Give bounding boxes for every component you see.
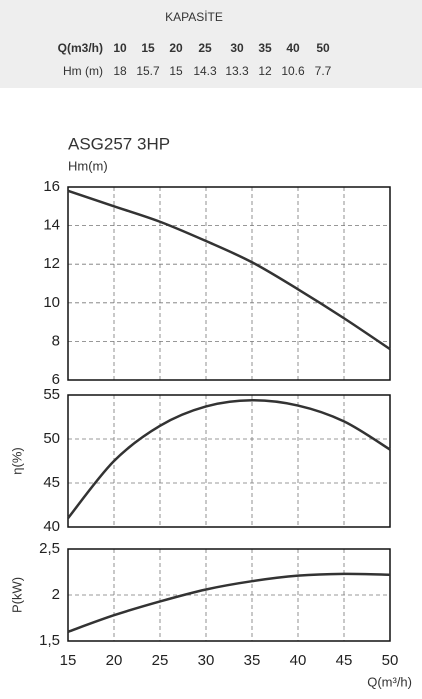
table-cell: 20 bbox=[169, 41, 183, 55]
y-tick-label: 8 bbox=[52, 332, 60, 349]
x-tick-label: 15 bbox=[60, 652, 77, 669]
plot-frame bbox=[67, 186, 391, 381]
y-axis-label: η(%) bbox=[9, 447, 24, 474]
plot-frame bbox=[67, 548, 391, 642]
y-tick-label: 10 bbox=[43, 294, 60, 311]
table-cell: 14.3 bbox=[193, 64, 217, 78]
y-tick-label: 55 bbox=[43, 386, 60, 403]
chart-title: ASG257 3HP bbox=[68, 134, 170, 153]
y-tick-label: 14 bbox=[43, 217, 60, 234]
y-axis-label: Hm(m) bbox=[68, 158, 108, 173]
table-cell: 12 bbox=[258, 64, 272, 78]
table-cell: 50 bbox=[316, 41, 330, 55]
x-tick-label: 25 bbox=[152, 652, 169, 669]
y-tick-label: 12 bbox=[43, 255, 60, 272]
x-tick-label: 40 bbox=[290, 652, 307, 669]
y-tick-label: 16 bbox=[43, 178, 60, 195]
table-title: KAPASİTE bbox=[165, 10, 223, 24]
table-cell: 15 bbox=[141, 41, 155, 55]
curve bbox=[67, 189, 391, 351]
table-cell: 30 bbox=[230, 41, 244, 55]
x-tick-label: 45 bbox=[336, 652, 353, 669]
x-tick-label: 50 bbox=[382, 652, 399, 669]
table-row-label: Hm (m) bbox=[63, 64, 103, 78]
curve bbox=[67, 399, 391, 519]
table-background bbox=[0, 0, 422, 88]
y-tick-label: 1,5 bbox=[39, 632, 60, 649]
y-axis-label: P(kW) bbox=[9, 577, 24, 613]
table-cell: 15.7 bbox=[136, 64, 160, 78]
table-cell: 10.6 bbox=[281, 64, 305, 78]
table-cell: 10 bbox=[113, 41, 127, 55]
y-tick-label: 6 bbox=[52, 371, 60, 388]
y-tick-label: 2 bbox=[52, 586, 60, 603]
x-axis-label: Q(m³/h) bbox=[367, 674, 412, 689]
table-cell: 25 bbox=[198, 41, 212, 55]
x-tick-label: 30 bbox=[198, 652, 215, 669]
table-cell: 15 bbox=[169, 64, 183, 78]
plot-frame bbox=[67, 394, 391, 528]
table-row-label: Q(m3/h) bbox=[58, 41, 103, 55]
table-cell: 7.7 bbox=[315, 64, 332, 78]
curve bbox=[67, 572, 391, 633]
table-cell: 18 bbox=[113, 64, 127, 78]
y-tick-label: 40 bbox=[43, 518, 60, 535]
x-tick-label: 20 bbox=[106, 652, 123, 669]
x-tick-label: 35 bbox=[244, 652, 261, 669]
table-cell: 35 bbox=[258, 41, 272, 55]
table-cell: 40 bbox=[286, 41, 300, 55]
y-tick-label: 45 bbox=[43, 474, 60, 491]
table-cell: 13.3 bbox=[225, 64, 249, 78]
y-tick-label: 50 bbox=[43, 430, 60, 447]
y-tick-label: 2,5 bbox=[39, 540, 60, 557]
